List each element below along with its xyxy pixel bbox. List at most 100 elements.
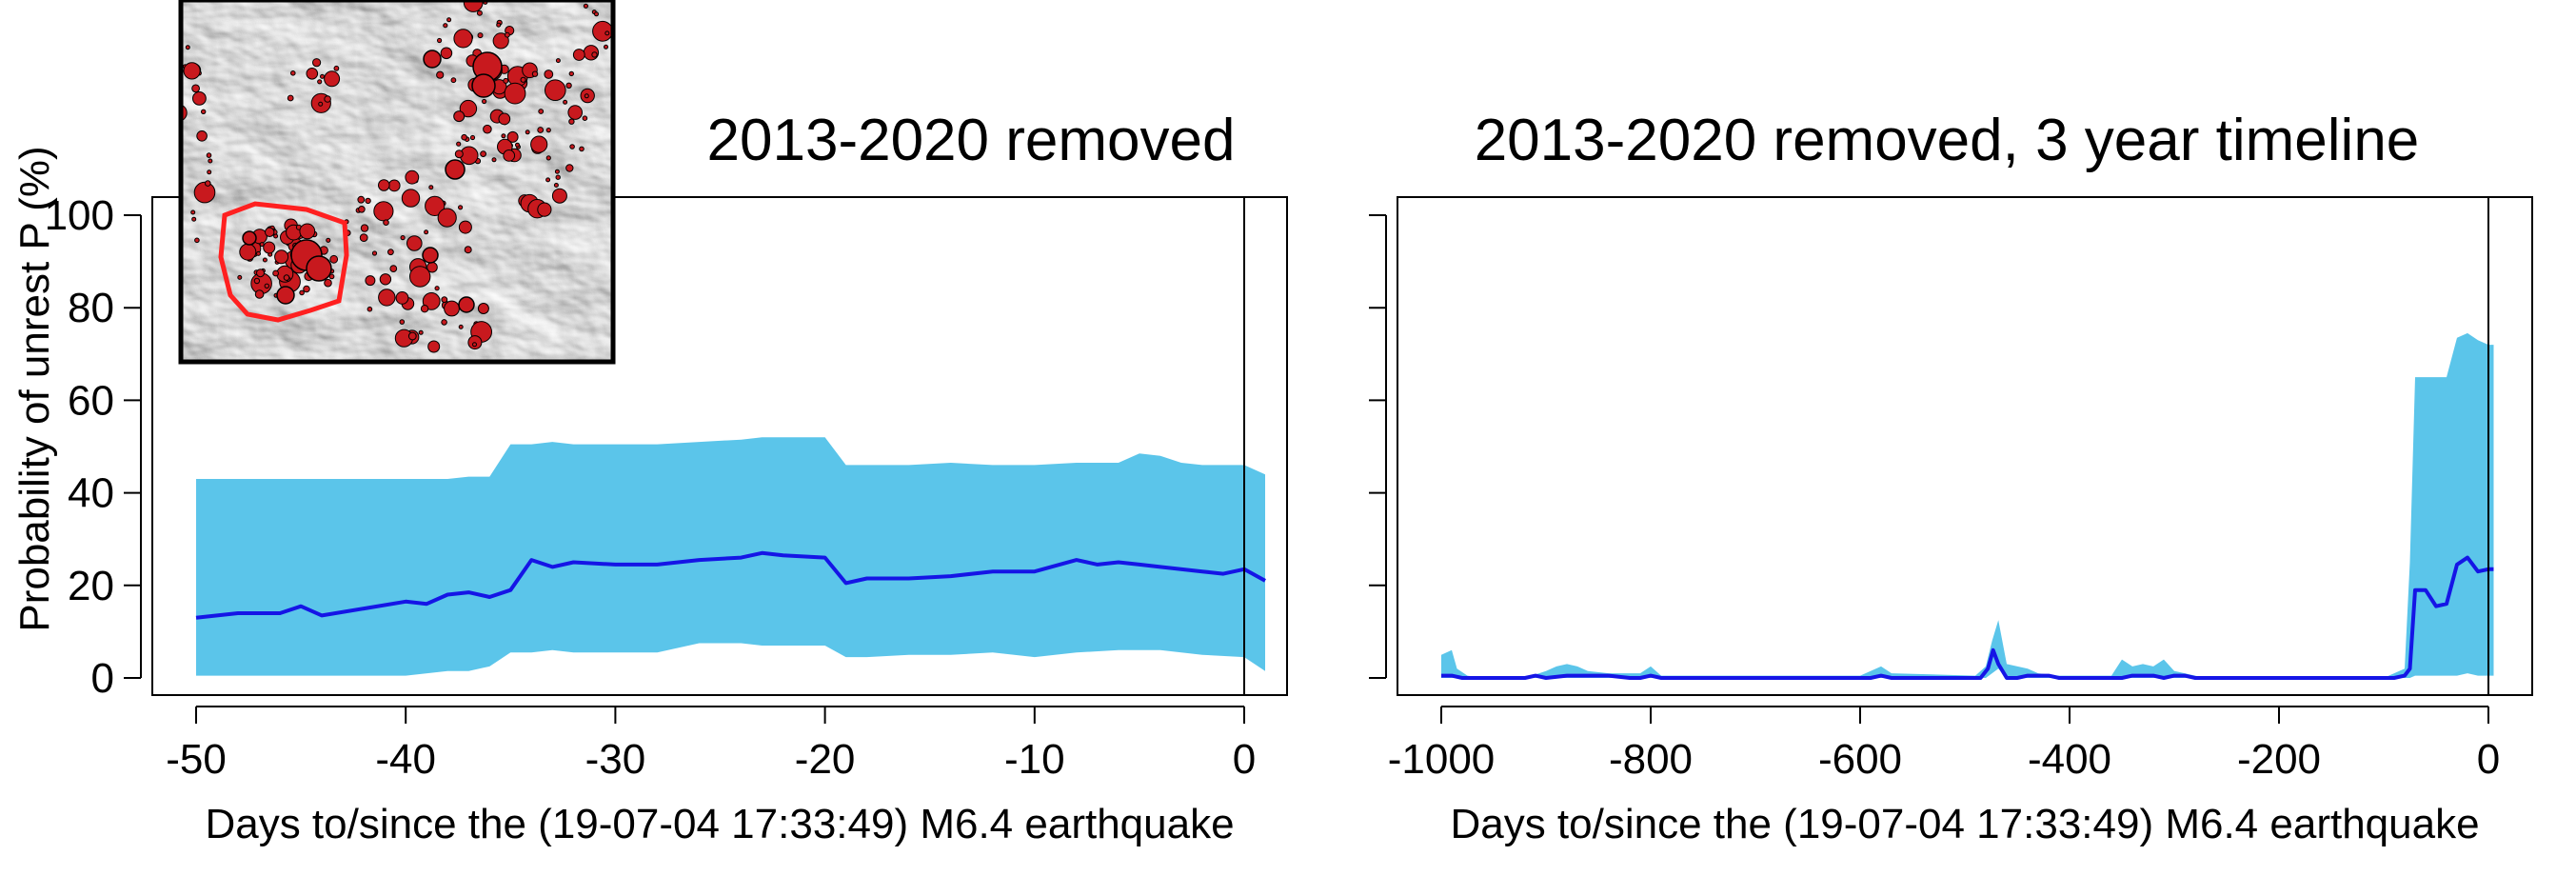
earthquake-dot: [208, 158, 213, 164]
earthquake-dot: [358, 206, 366, 213]
x-tick-label: -1000: [1388, 736, 1496, 783]
y-tick-label: 0: [91, 655, 114, 702]
earthquake-dot: [483, 124, 492, 134]
earthquake-dot: [379, 273, 392, 286]
earthquake-dot: [191, 216, 197, 222]
y-tick-label: 80: [68, 285, 114, 331]
earthquake-dot: [360, 224, 369, 232]
plot-frame: [151, 196, 1288, 696]
earthquake-dot: [446, 17, 452, 23]
earthquake-dot: [545, 79, 566, 101]
earthquake-dot: [482, 98, 487, 105]
earthquake-dot: [525, 129, 530, 135]
earthquake-dot: [454, 149, 464, 159]
earthquake-dot: [256, 269, 265, 278]
earthquake-dot: [387, 249, 394, 256]
earthquake-dot: [283, 274, 290, 281]
earthquake-dot: [387, 179, 401, 192]
earthquake-dot: [407, 331, 417, 341]
earthquake-dot: [399, 319, 406, 325]
y-axis-label: Probability of unrest P (%): [11, 146, 58, 631]
earthquake-dot: [469, 134, 476, 141]
earthquake-dot: [604, 44, 608, 50]
earthquake-dot: [263, 241, 276, 254]
earthquake-dot: [545, 128, 551, 133]
earthquake-dot: [303, 285, 310, 293]
y-tick-label: 40: [68, 470, 114, 517]
y-tick-label: 100: [45, 192, 114, 239]
earthquake-dot: [437, 208, 457, 228]
chart-title: 2013-2020 removed: [707, 108, 1236, 173]
median-line: [195, 550, 1266, 620]
earthquake-dot: [273, 233, 279, 239]
earthquake-dot: [239, 243, 257, 261]
earthquake-dot: [253, 277, 261, 285]
x-axis: -50 -40 -30 -20 -10 0: [166, 706, 1256, 783]
earthquake-dot: [254, 289, 265, 299]
earthquake-dot: [503, 77, 509, 84]
earthquake-dot: [287, 94, 294, 102]
x-tick-label: -600: [1818, 736, 1902, 783]
earthquake-dot: [444, 300, 460, 317]
earthquake-dot: [367, 306, 373, 312]
earthquake-dot: [207, 169, 212, 175]
earthquake-dot: [464, 246, 472, 254]
earthquake-dot: [299, 223, 316, 240]
earthquake-dot: [193, 181, 216, 204]
earthquake-dot: [183, 62, 201, 80]
earthquake-dot: [324, 70, 341, 88]
earthquake-dot: [378, 179, 390, 191]
earthquake-dot: [424, 229, 429, 235]
earthquake-dot: [306, 255, 332, 282]
median-line: [1441, 555, 2494, 680]
y-tick-label: 20: [68, 563, 114, 609]
earthquake-dot: [206, 152, 212, 158]
earthquake-dot: [190, 209, 196, 215]
earthquake-dot: [262, 257, 268, 263]
earthquake-dot: [565, 164, 574, 172]
earthquake-dot: [274, 249, 289, 265]
earthquake-dot: [592, 20, 613, 42]
earthquake-dot: [312, 58, 322, 68]
earthquake-dot: [378, 289, 396, 307]
earthquake-dot: [501, 133, 506, 139]
median-line-path: [195, 550, 1266, 620]
study-region-outline: [218, 201, 349, 323]
earthquake-dot: [456, 141, 462, 147]
earthquake-dot: [553, 183, 559, 188]
earthquake-dot: [422, 292, 441, 310]
earthquake-dot: [409, 266, 431, 288]
earthquake-dot: [458, 324, 464, 329]
earthquake-dot: [276, 286, 295, 305]
earthquake-dot: [357, 195, 366, 204]
earthquake-dot: [359, 233, 368, 243]
earthquake-dot: [477, 303, 489, 314]
earthquake-dot: [320, 73, 325, 79]
earthquake-dot: [491, 157, 497, 163]
earthquake-dot: [365, 275, 376, 287]
earthquake-dot: [537, 127, 545, 133]
chart-panel-right: -1000 -800 -600 -400 -200 0 2013-2020 removed…: [1369, 108, 2533, 847]
earthquake-dot: [185, 45, 190, 50]
earthquake-dot: [405, 169, 420, 185]
earthquake-dot: [264, 283, 269, 289]
inset-map: [178, 0, 616, 365]
earthquake-dot: [520, 76, 526, 83]
earthquake-dot: [201, 109, 207, 115]
earthquake-dot: [371, 250, 378, 256]
earthquake-dot: [544, 70, 554, 79]
earthquake-dot: [604, 30, 610, 36]
earthquake-dot: [434, 286, 440, 291]
y-axis: 0 20 40 60 80 100: [45, 192, 142, 702]
earthquake-dot: [318, 101, 324, 107]
earthquake-dot: [400, 235, 406, 241]
earthquake-dot: [383, 219, 389, 226]
earthquake-dot: [569, 144, 575, 149]
earthquake-dot: [579, 146, 585, 152]
x-tick-label: -40: [375, 736, 436, 783]
median-line-path: [1441, 555, 2494, 680]
earthquake-dot: [572, 49, 585, 61]
earthquake-dot: [191, 84, 201, 93]
earthquake-dot: [418, 329, 424, 335]
earthquake-dot: [538, 109, 545, 114]
